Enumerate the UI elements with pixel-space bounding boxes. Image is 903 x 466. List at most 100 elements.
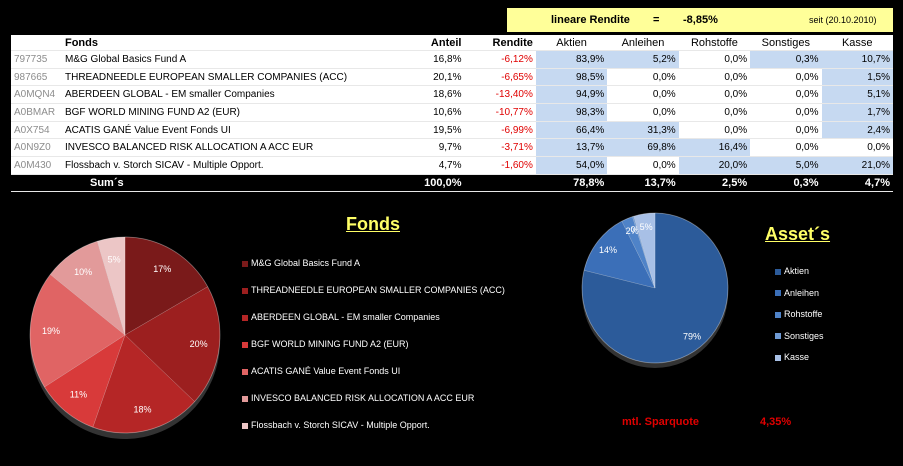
assets-pie-label: 14% — [599, 245, 617, 255]
fonds-legend-swatch — [242, 395, 248, 402]
table-header-row: Fonds Anteil Rendite Aktien Anleihen Roh… — [11, 35, 893, 51]
fund-kasse: 1,7% — [821, 103, 893, 122]
fund-kasse: 21,0% — [821, 156, 893, 175]
fund-rohstoffe: 0,0% — [678, 103, 751, 122]
fonds-legend-item: THREADNEEDLE EUROPEAN SMALLER COMPANIES … — [242, 285, 505, 295]
fonds-legend-item: M&G Global Basics Fund A — [242, 258, 360, 268]
rendite-since: seit (20.10.2010) — [809, 15, 877, 25]
header-anleihen: Anleihen — [607, 35, 679, 51]
fund-name: INVESCO BALANCED RISK ALLOCATION A ACC E… — [61, 138, 394, 158]
fund-isin: A0M430 — [11, 156, 62, 175]
fund-name: M&G Global Basics Fund A — [61, 50, 394, 69]
assets-pie-outline — [581, 212, 729, 364]
fund-sonstiges: 0,0% — [750, 68, 822, 87]
sum-aktien: 78,8% — [535, 173, 608, 192]
fund-aktien: 66,4% — [535, 121, 608, 140]
fund-sonstiges: 0,0% — [750, 138, 822, 158]
table-row: A0MQN4 ABERDEEN GLOBAL - EM smaller Compa… — [11, 85, 893, 105]
assets-legend-item: Sonstiges — [775, 331, 824, 341]
fund-anleihen: 0,0% — [607, 85, 679, 105]
fund-aktien: 83,9% — [535, 50, 608, 69]
fund-anteil: 9,7% — [393, 138, 465, 158]
fonds-legend-label: BGF WORLD MINING FUND A2 (EUR) — [251, 339, 409, 349]
sparquote-value: 4,35% — [760, 416, 792, 428]
fonds-pie-chart: 17% 20% 18% 11% 19% 10% 5% — [29, 236, 221, 439]
fonds-legend-label: ACATIS GANÉ Value Event Fonds UI — [251, 366, 401, 376]
fonds-pie-label: 17% — [153, 264, 171, 274]
header-rohstoffe: Rohstoffe — [678, 35, 751, 51]
fund-aktien: 54,0% — [535, 156, 608, 175]
sum-rendite — [464, 173, 536, 192]
fund-sonstiges: 5,0% — [750, 156, 822, 175]
fund-rendite: -13,40% — [464, 85, 536, 105]
fonds-pie-label: 18% — [134, 404, 152, 414]
assets-pie-slice — [633, 212, 656, 289]
fund-rendite: -1,60% — [464, 156, 536, 175]
fonds-pie-slice — [124, 236, 209, 336]
assets-pie-slice — [583, 220, 656, 289]
assets-pie-label: 0% — [631, 224, 644, 234]
fund-anleihen: 5,2% — [607, 50, 679, 69]
fund-kasse: 0,0% — [821, 138, 893, 158]
fonds-legend-label: Flossbach v. Storch SICAV - Multiple Opp… — [251, 420, 430, 430]
fund-sonstiges: 0,0% — [750, 103, 822, 122]
assets-pie-slice — [632, 215, 656, 289]
fonds-pie-label: 20% — [190, 339, 208, 349]
fund-name: Flossbach v. Storch SICAV - Multiple Opp… — [61, 156, 394, 175]
fund-rohstoffe: 20,0% — [678, 156, 751, 175]
header-fonds: Fonds — [61, 35, 394, 51]
sum-label: Sum´s — [61, 173, 394, 192]
fund-kasse: 5,1% — [821, 85, 893, 105]
sum-anteil: 100,0% — [393, 173, 465, 192]
fund-rohstoffe: 16,4% — [678, 138, 751, 158]
fonds-chart-title: Fonds — [346, 214, 400, 234]
fund-kasse: 1,5% — [821, 68, 893, 87]
fund-rendite: -10,77% — [464, 103, 536, 122]
fund-isin: A0BMAR — [11, 103, 62, 122]
assets-legend-label: Rohstoffe — [784, 309, 823, 319]
rendite-label: lineare Rendite — [551, 14, 630, 26]
fonds-legend-swatch — [242, 260, 248, 267]
fonds-pie-outline — [29, 236, 221, 434]
fund-aktien: 98,3% — [535, 103, 608, 122]
header-sonstiges: Sonstiges — [750, 35, 822, 51]
fund-rohstoffe: 0,0% — [678, 121, 751, 140]
fund-kasse: 10,7% — [821, 50, 893, 69]
fonds-legend-label: INVESCO BALANCED RISK ALLOCATION A ACC E… — [251, 393, 475, 403]
assets-legend: Aktien Anleihen Rohstoffe Sonstiges Kasse — [775, 266, 885, 366]
fund-name: THREADNEEDLE EUROPEAN SMALLER COMPANIES … — [61, 68, 394, 87]
header-rendite: Rendite — [464, 35, 536, 51]
fonds-legend-item: Flossbach v. Storch SICAV - Multiple Opp… — [242, 420, 430, 430]
fund-anleihen: 0,0% — [607, 103, 679, 122]
sum-isin — [11, 173, 62, 192]
fund-isin: 987665 — [11, 68, 62, 87]
fund-anteil: 19,5% — [393, 121, 465, 140]
fund-name: ABERDEEN GLOBAL - EM smaller Companies — [61, 85, 394, 105]
fund-name: BGF WORLD MINING FUND A2 (EUR) — [61, 103, 394, 122]
assets-legend-swatch — [775, 333, 781, 340]
assets-pie-label: 5% — [640, 222, 653, 232]
sum-rohstoffe: 2,5% — [678, 173, 751, 192]
assets-legend-item: Anleihen — [775, 288, 819, 298]
fund-aktien: 94,9% — [535, 85, 608, 105]
fund-anteil: 18,6% — [393, 85, 465, 105]
fonds-legend-swatch — [242, 368, 248, 375]
assets-pie-label: 2% — [626, 226, 639, 236]
assets-chart-title: Asset´s — [765, 224, 831, 244]
fonds-legend-label: THREADNEEDLE EUROPEAN SMALLER COMPANIES … — [251, 285, 505, 295]
fonds-pie-slice — [97, 236, 126, 336]
sum-anleihen: 13,7% — [607, 173, 679, 192]
assets-legend-swatch — [775, 290, 781, 297]
sum-sonstiges: 0,3% — [750, 173, 822, 192]
fonds-pie-slice — [92, 334, 196, 434]
fonds-pie-slice — [124, 286, 221, 402]
header-isin — [11, 35, 62, 51]
fonds-legend-swatch — [242, 314, 248, 321]
fonds-pie-label: 19% — [42, 326, 60, 336]
fonds-legend-label: M&G Global Basics Fund A — [251, 258, 361, 268]
fund-anteil: 4,7% — [393, 156, 465, 175]
fund-name: ACATIS GANÉ Value Event Fonds UI — [61, 121, 394, 140]
fund-isin: A0N9Z0 — [11, 138, 62, 158]
fund-table: Fonds Anteil Rendite Aktien Anleihen Roh… — [11, 35, 893, 192]
fund-anteil: 20,1% — [393, 68, 465, 87]
